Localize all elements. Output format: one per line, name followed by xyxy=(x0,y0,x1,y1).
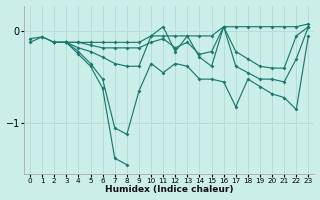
X-axis label: Humidex (Indice chaleur): Humidex (Indice chaleur) xyxy=(105,185,234,194)
